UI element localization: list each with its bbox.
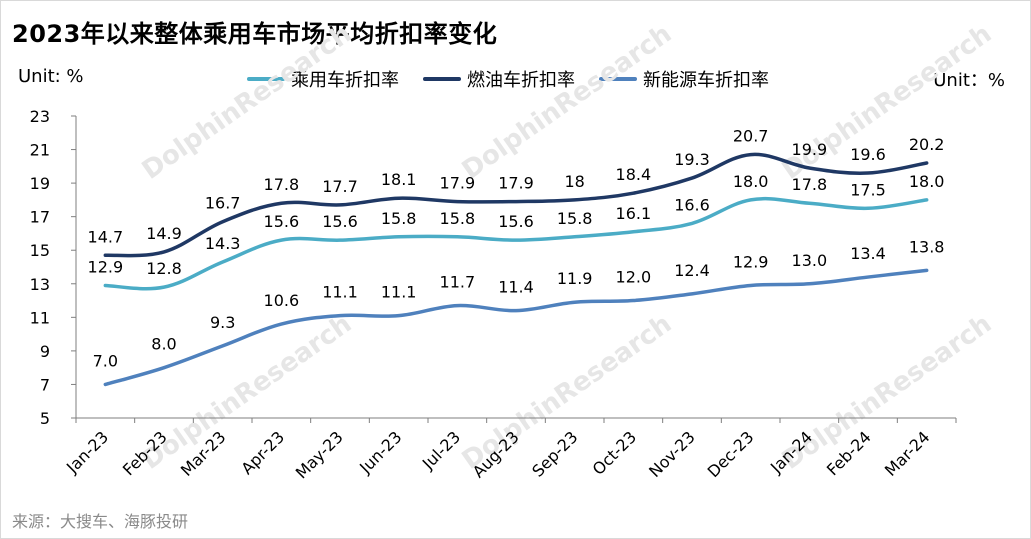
y-tick-label: 11 <box>30 308 50 327</box>
data-label-passenger: 17.8 <box>792 175 828 194</box>
y-tick-label: 13 <box>30 275 50 294</box>
data-label-fuel: 18.4 <box>616 165 652 184</box>
data-label-nev: 9.3 <box>210 313 235 332</box>
y-tick-label: 17 <box>30 208 50 227</box>
data-label-passenger: 15.6 <box>322 212 358 231</box>
data-label-fuel: 18 <box>564 172 584 191</box>
data-label-fuel: 20.7 <box>733 127 769 146</box>
data-label-fuel: 17.9 <box>498 174 534 193</box>
watermark-text: DolphinResearch <box>777 19 997 186</box>
x-tick-label: May-23 <box>292 427 347 482</box>
unit-label-right: Unit：% <box>933 70 1005 91</box>
x-tick-label: Oct-23 <box>589 427 640 478</box>
data-label-passenger: 16.6 <box>674 195 710 214</box>
data-label-nev: 10.6 <box>264 291 300 310</box>
x-tick-label: Jun-23 <box>355 427 405 477</box>
chart-legend: 乘用车折扣率 燃油车折扣率 新能源车折扣率 <box>247 66 793 92</box>
watermark-text: DolphinResearch <box>777 309 997 476</box>
x-tick-label: Mar-24 <box>881 427 934 480</box>
data-label-nev: 8.0 <box>151 335 176 354</box>
data-label-nev: 11.9 <box>557 269 593 288</box>
data-label-nev: 11.1 <box>381 283 417 302</box>
data-label-nev: 11.4 <box>498 278 534 297</box>
y-tick-label: 15 <box>30 241 50 260</box>
data-label-passenger: 18.0 <box>909 172 945 191</box>
source-note: 来源：大搜车、海豚投研 <box>12 512 189 531</box>
data-label-passenger: 15.8 <box>557 209 593 228</box>
data-label-fuel: 17.8 <box>264 175 300 194</box>
watermark-text: DolphinResearch <box>137 19 357 186</box>
legend-item-nev: 新能源车折扣率 <box>599 66 769 92</box>
legend-item-fuel: 燃油车折扣率 <box>423 66 575 92</box>
y-tick-label: 19 <box>30 174 50 193</box>
x-tick-label: Jan-23 <box>62 427 112 477</box>
series-line-fuel <box>103 152 929 258</box>
data-label-nev: 7.0 <box>93 351 118 370</box>
data-label-nev: 13.4 <box>850 244 886 263</box>
y-tick-label: 7 <box>40 375 50 394</box>
series-line-passenger <box>103 196 929 291</box>
data-label-fuel: 19.9 <box>792 140 828 159</box>
data-label-nev: 11.7 <box>440 273 476 292</box>
data-label-passenger: 12.9 <box>88 257 124 276</box>
data-label-nev: 13.8 <box>909 237 945 256</box>
data-label-passenger: 17.5 <box>850 180 886 199</box>
watermark-text: DolphinResearch <box>457 19 677 186</box>
series-line-nev <box>103 268 929 387</box>
legend-swatch-passenger <box>247 77 285 81</box>
x-tick-label: Nov-23 <box>645 427 699 481</box>
data-label-passenger: 14.3 <box>205 234 241 253</box>
data-label-fuel: 16.7 <box>205 194 241 213</box>
data-label-fuel: 14.7 <box>88 227 124 246</box>
data-label-passenger: 16.1 <box>616 204 652 223</box>
legend-swatch-nev <box>599 77 637 81</box>
data-label-passenger: 15.8 <box>381 209 417 228</box>
chart-title: 2023年以来整体乘用车市场平均折扣率变化 <box>12 20 498 48</box>
data-label-fuel: 18.1 <box>381 170 417 189</box>
data-label-fuel: 19.6 <box>850 145 886 164</box>
legend-label-nev: 新能源车折扣率 <box>643 70 769 91</box>
y-tick-label: 9 <box>40 342 50 361</box>
data-label-nev: 13.0 <box>792 251 828 270</box>
data-label-nev: 12.4 <box>674 261 710 280</box>
data-label-nev: 11.1 <box>322 283 358 302</box>
x-tick-label: Apr-23 <box>237 427 288 478</box>
unit-label-left: Unit: % <box>18 66 84 87</box>
data-label-passenger: 15.6 <box>264 212 300 231</box>
y-tick-label: 23 <box>30 107 50 126</box>
legend-item-passenger: 乘用车折扣率 <box>247 66 399 92</box>
data-label-fuel: 19.3 <box>674 150 710 169</box>
data-label-passenger: 15.8 <box>440 209 476 228</box>
legend-swatch-fuel <box>423 77 461 81</box>
data-label-passenger: 18.0 <box>733 172 769 191</box>
y-tick-label: 21 <box>30 141 50 160</box>
data-label-fuel: 17.9 <box>440 174 476 193</box>
data-label-nev: 12.9 <box>733 252 769 271</box>
legend-label-fuel: 燃油车折扣率 <box>467 70 575 91</box>
y-tick-label: 5 <box>40 409 50 428</box>
x-tick-label: Dec-23 <box>704 427 758 481</box>
data-label-fuel: 20.2 <box>909 135 945 154</box>
data-label-passenger: 15.6 <box>498 212 534 231</box>
x-tick-label: Sep-23 <box>528 427 581 480</box>
data-label-fuel: 17.7 <box>322 177 358 196</box>
data-label-fuel: 14.9 <box>146 224 182 243</box>
data-label-passenger: 12.8 <box>146 259 182 278</box>
data-label-nev: 12.0 <box>616 268 652 287</box>
legend-label-passenger: 乘用车折扣率 <box>291 70 399 91</box>
